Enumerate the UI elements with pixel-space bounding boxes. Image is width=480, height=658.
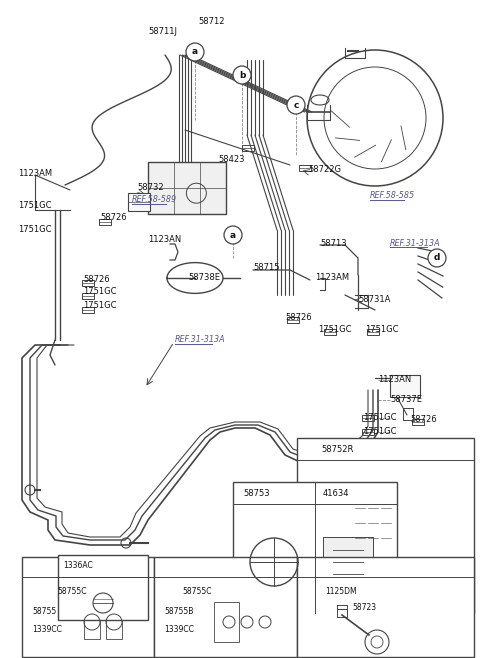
Text: 1125DM: 1125DM: [325, 588, 357, 597]
Text: 58726: 58726: [410, 415, 437, 424]
Text: REF.58-585: REF.58-585: [370, 191, 415, 201]
Text: a: a: [230, 230, 236, 240]
Bar: [390, 375, 420, 397]
Circle shape: [287, 96, 305, 114]
Text: c: c: [161, 563, 167, 572]
Bar: [297, 438, 474, 613]
Bar: [82, 280, 94, 286]
Bar: [362, 415, 374, 421]
Text: 58752R: 58752R: [321, 445, 353, 453]
Text: d: d: [434, 253, 440, 263]
Text: 1751GC: 1751GC: [363, 413, 396, 422]
Text: 41634: 41634: [323, 488, 349, 497]
Bar: [297, 557, 474, 657]
Text: 58726: 58726: [100, 213, 127, 222]
Bar: [355, 503, 365, 558]
Circle shape: [186, 43, 204, 61]
Text: 58712: 58712: [198, 18, 225, 26]
Text: 58753: 58753: [243, 488, 270, 497]
Bar: [233, 482, 397, 613]
Text: 58726: 58726: [83, 276, 109, 284]
Bar: [242, 145, 254, 151]
Bar: [381, 503, 391, 558]
Text: 58738E: 58738E: [188, 274, 220, 282]
Bar: [154, 557, 297, 657]
Text: REF.31-313A: REF.31-313A: [390, 238, 441, 247]
Circle shape: [224, 226, 242, 244]
Text: 1336AC: 1336AC: [63, 561, 93, 570]
Bar: [299, 165, 311, 171]
Text: 1751GC: 1751GC: [363, 428, 396, 436]
Bar: [82, 293, 94, 299]
Circle shape: [299, 559, 315, 575]
Bar: [148, 162, 226, 214]
Text: 1751GC: 1751GC: [18, 201, 51, 209]
Circle shape: [300, 441, 316, 457]
Bar: [214, 602, 239, 642]
Text: 58723: 58723: [352, 603, 376, 611]
Text: REF.58-589: REF.58-589: [132, 195, 177, 205]
Text: c: c: [293, 101, 299, 109]
Circle shape: [233, 66, 251, 84]
Text: 58755C: 58755C: [182, 588, 212, 597]
Bar: [324, 329, 336, 335]
Bar: [287, 317, 299, 323]
Text: 58711J: 58711J: [148, 28, 177, 36]
Text: 1123AN: 1123AN: [378, 376, 411, 384]
Circle shape: [24, 559, 40, 575]
Text: 58713: 58713: [320, 238, 347, 247]
Bar: [352, 498, 397, 563]
Text: 1123AM: 1123AM: [18, 168, 52, 178]
Circle shape: [428, 249, 446, 267]
Text: 58755C: 58755C: [57, 588, 86, 597]
Text: 58726: 58726: [285, 313, 312, 322]
Text: 58722G: 58722G: [308, 166, 341, 174]
Bar: [368, 503, 378, 558]
Circle shape: [156, 559, 172, 575]
Bar: [22, 557, 154, 657]
Bar: [82, 307, 94, 313]
Text: 58423: 58423: [218, 155, 244, 164]
Bar: [412, 419, 424, 425]
Text: 1123AM: 1123AM: [315, 274, 349, 282]
Text: b: b: [239, 70, 245, 80]
Text: 58737E: 58737E: [390, 395, 422, 405]
Text: 1751GC: 1751GC: [318, 326, 351, 334]
Text: 1123AN: 1123AN: [148, 236, 181, 245]
Text: 58755B: 58755B: [164, 607, 193, 617]
Bar: [323, 537, 373, 587]
Bar: [128, 193, 150, 211]
Text: b: b: [29, 563, 35, 572]
Text: 1339CC: 1339CC: [32, 626, 62, 634]
Text: 1751GC: 1751GC: [18, 226, 51, 234]
Text: a: a: [305, 445, 311, 453]
Text: 58715: 58715: [253, 263, 279, 272]
Bar: [362, 429, 374, 435]
Text: 1751GC: 1751GC: [83, 301, 117, 309]
Text: 58731A: 58731A: [358, 295, 390, 305]
Bar: [58, 555, 148, 620]
Text: 58755: 58755: [32, 607, 56, 617]
Text: 58732: 58732: [137, 184, 164, 193]
Text: REF.31-313A: REF.31-313A: [175, 336, 226, 345]
Bar: [99, 219, 111, 225]
Text: 1751GC: 1751GC: [83, 288, 117, 297]
Text: d: d: [304, 563, 310, 572]
Bar: [106, 605, 122, 639]
Text: 1339CC: 1339CC: [164, 626, 194, 634]
Bar: [367, 329, 379, 335]
Bar: [84, 605, 100, 639]
Text: a: a: [192, 47, 198, 57]
Text: 1751GC: 1751GC: [365, 326, 398, 334]
